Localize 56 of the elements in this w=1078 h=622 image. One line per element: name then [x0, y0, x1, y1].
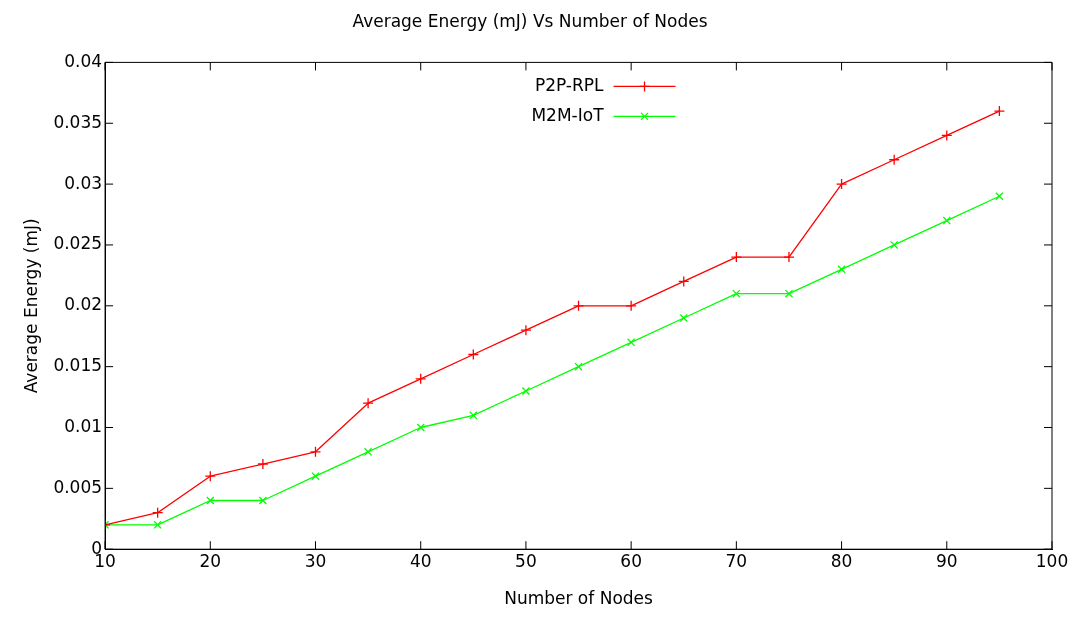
legend-label: P2P-RPL [534, 74, 605, 95]
x-tick-label: 50 [515, 550, 537, 571]
point [520, 324, 532, 336]
point [995, 192, 1004, 201]
point [889, 240, 899, 250]
point [941, 129, 953, 142]
x-tick-label: 70 [725, 550, 748, 571]
y-tick-label: 0.025 [53, 233, 103, 254]
point [415, 373, 427, 385]
point [152, 507, 164, 519]
point [311, 471, 320, 481]
point [153, 520, 162, 530]
x-tick-label: 80 [830, 550, 853, 571]
y-tick-label: 0.01 [64, 415, 103, 436]
x-tick-label: 20 [199, 550, 222, 571]
chart-title: Average Energy (mJ) Vs Number of Nodes [352, 10, 708, 31]
point [942, 216, 951, 225]
point [730, 251, 743, 263]
x-tick-label: 40 [409, 550, 432, 571]
y-tick-label: 0.005 [53, 476, 103, 497]
point [837, 265, 846, 274]
point [416, 423, 425, 432]
point [258, 496, 268, 505]
point [993, 105, 1006, 117]
x-tick-label: 60 [620, 550, 642, 571]
point [679, 313, 688, 323]
point [362, 397, 374, 409]
point [732, 289, 741, 298]
y-tick-label: 0.03 [64, 172, 103, 193]
legend-label: M2M-IoT [531, 104, 605, 125]
point [574, 362, 583, 371]
point [835, 178, 848, 190]
point [257, 458, 269, 470]
y-tick-label: 0.04 [64, 50, 103, 71]
y-tick-label: 0.035 [53, 111, 103, 132]
y-axis-title: Average Energy (mJ) [20, 218, 41, 394]
point [206, 496, 215, 505]
y-tick-label: 0.02 [64, 294, 103, 315]
point [783, 251, 795, 263]
point [784, 289, 794, 298]
point [888, 154, 900, 166]
point [469, 411, 478, 420]
point [626, 338, 636, 347]
point [467, 348, 479, 361]
x-tick-label: 30 [304, 550, 327, 571]
x-tick-label: 90 [935, 550, 958, 571]
point [625, 300, 637, 312]
point [309, 446, 322, 458]
point [572, 300, 585, 312]
point [678, 275, 690, 288]
x-axis-title: Number of Nodes [504, 588, 654, 609]
x-tick-label: 100 [1035, 550, 1069, 571]
y-tick-label: 0.015 [53, 355, 103, 376]
point [521, 386, 531, 396]
point [363, 447, 373, 457]
point [204, 470, 216, 482]
